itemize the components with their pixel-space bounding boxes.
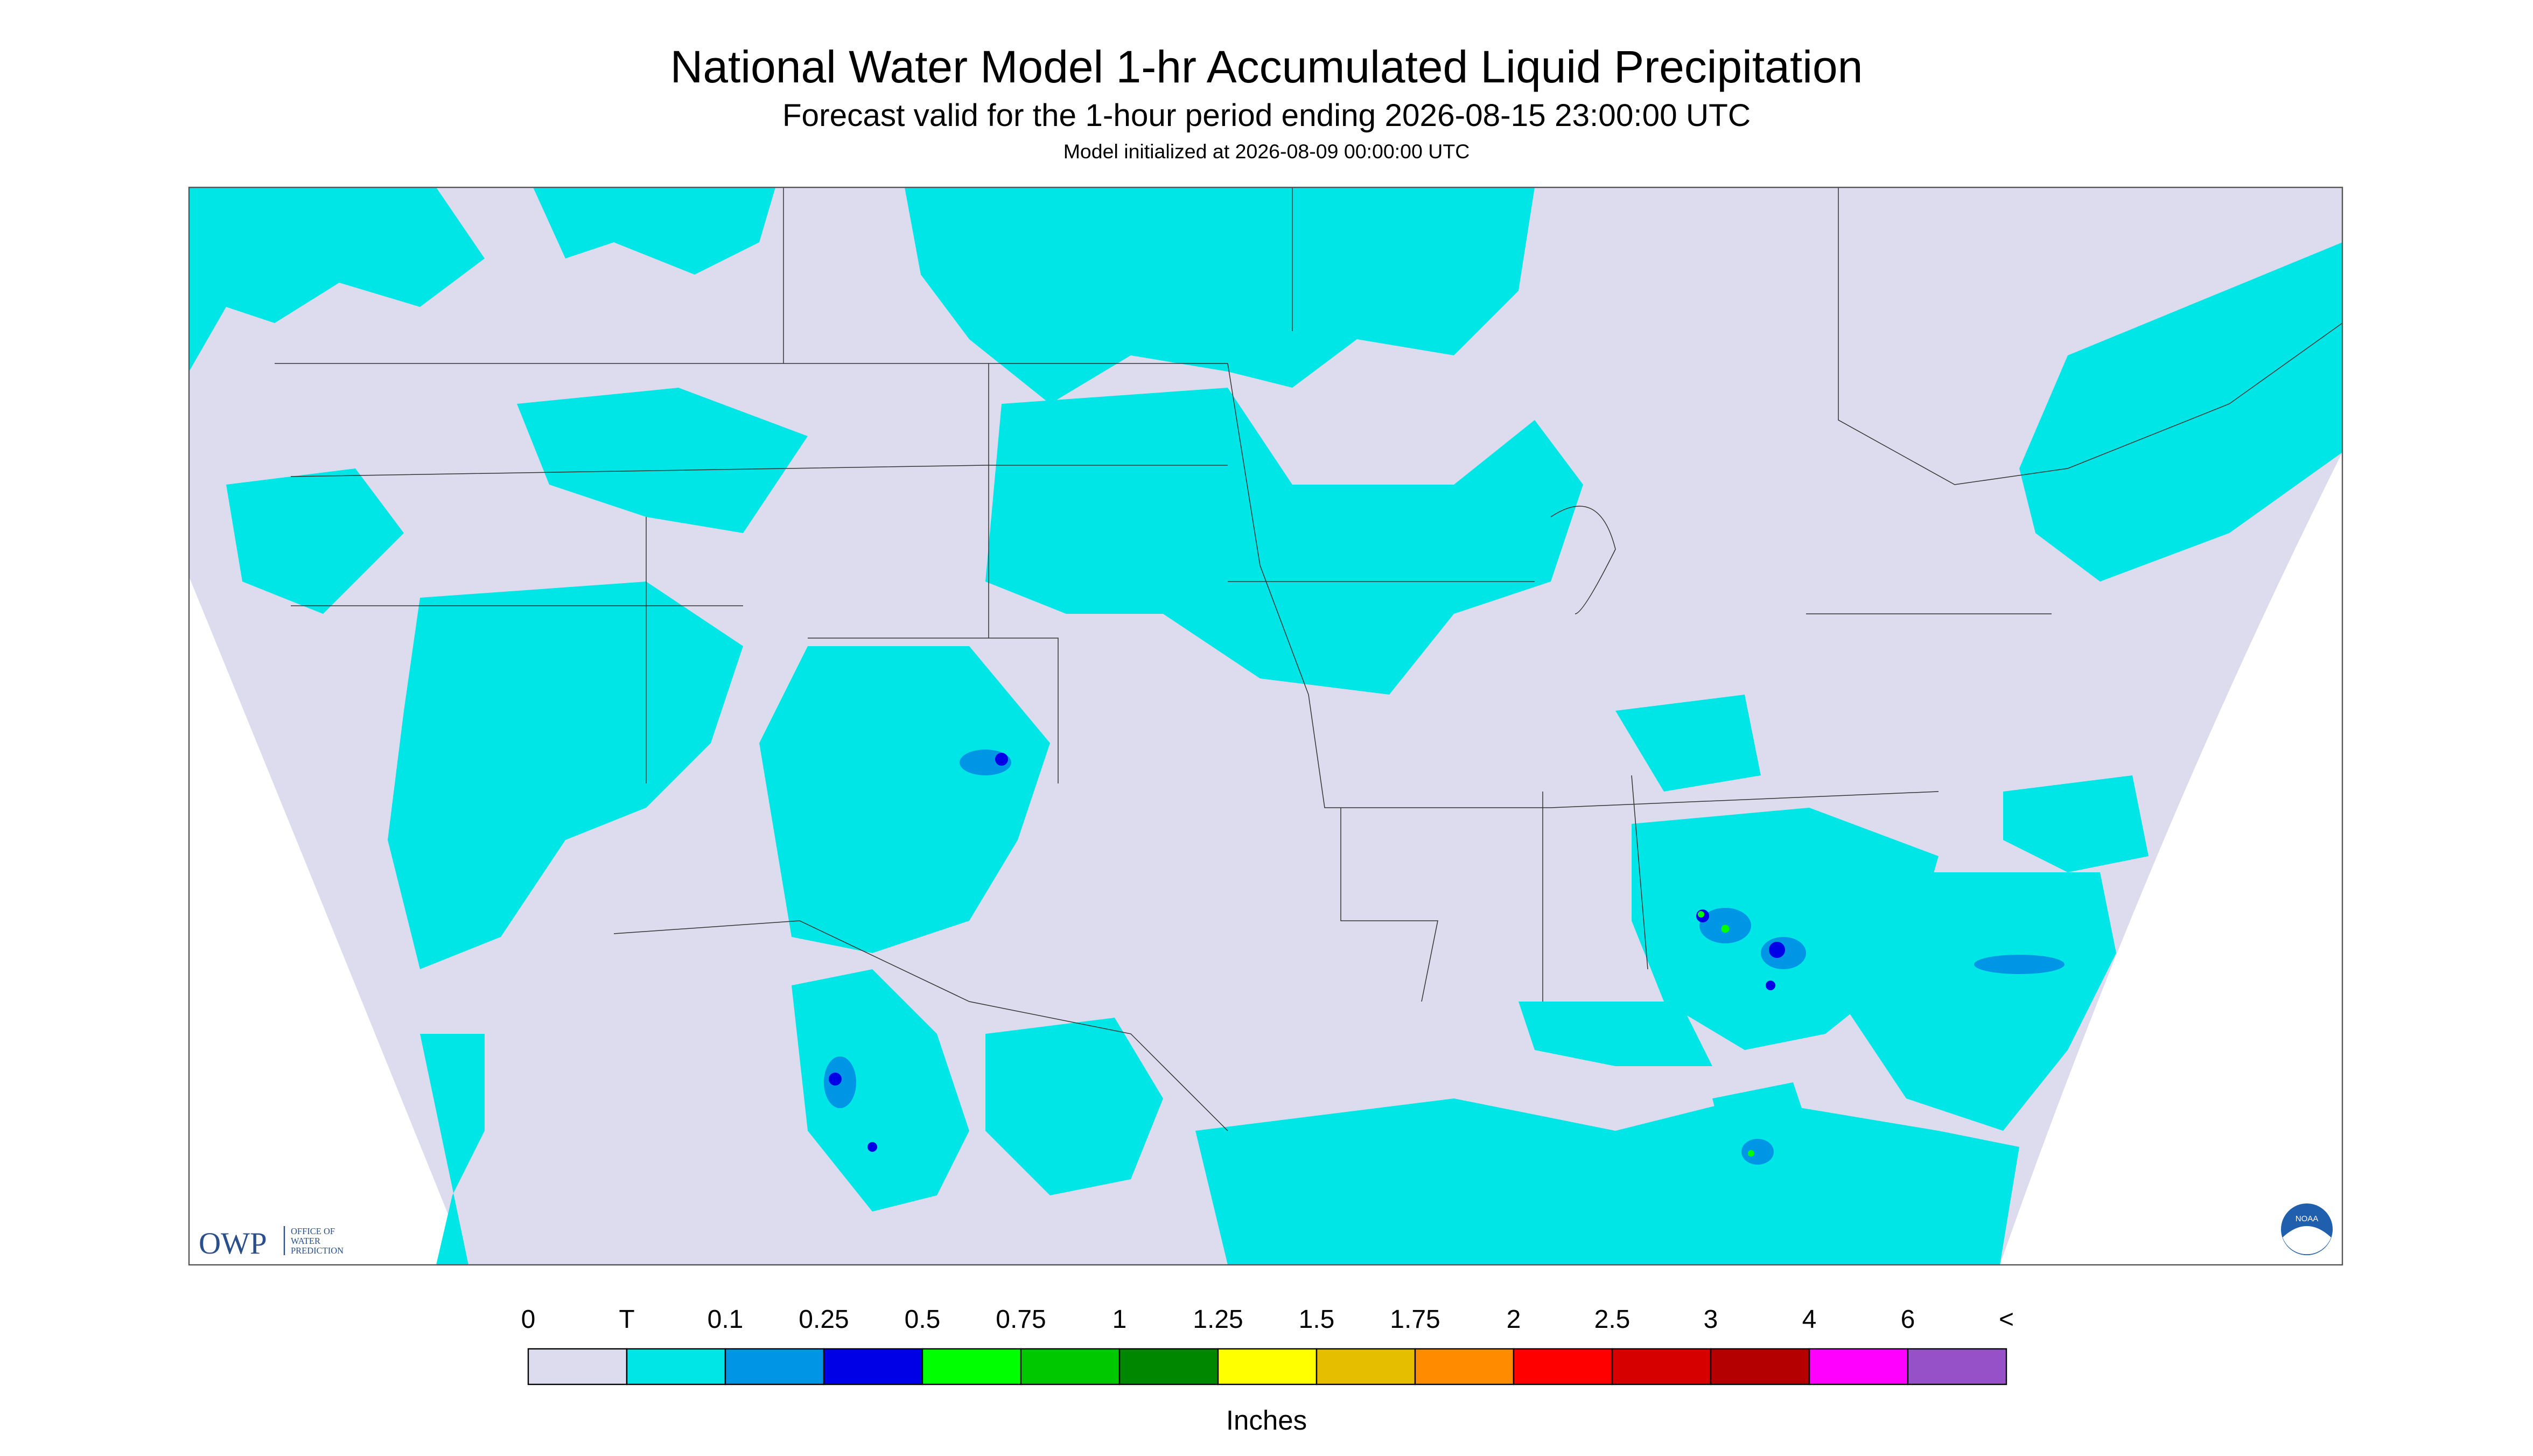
colorbar-label: 1.75 (1390, 1305, 1440, 1334)
colorbar-swatch (724, 1348, 825, 1385)
colorbar-swatch (626, 1348, 726, 1385)
colorbar-label: T (619, 1305, 634, 1334)
colorbar-swatch (1217, 1348, 1318, 1385)
colorbar-swatch (1710, 1348, 1810, 1385)
colorbar-swatch (1907, 1348, 2007, 1385)
colorbar-label: 1 (1112, 1305, 1127, 1334)
colorbar-swatch (1513, 1348, 1613, 1385)
map: OWP OFFICE OF WATER PREDICTION NOAA (188, 186, 2343, 1266)
colorbar-swatch (527, 1348, 628, 1385)
colorbar-swatch (823, 1348, 923, 1385)
colorbar-label: < (1999, 1305, 2014, 1334)
colorbar-swatch (1316, 1348, 1416, 1385)
owp-text: PREDICTION (291, 1245, 344, 1256)
owp-logo: OWP (199, 1227, 267, 1261)
colorbar-label: 0.25 (799, 1305, 849, 1334)
colorbar-label: 0 (521, 1305, 536, 1334)
colorbar-label: 2.5 (1594, 1305, 1631, 1334)
map-frame (188, 186, 2343, 1266)
colorbar: 0 T 0.1 0.25 0.5 0.75 1 1.25 1.5 1.75 2 2.5 3 4 6 < (521, 1305, 2014, 1385)
colorbar-label: 0.75 (996, 1305, 1046, 1334)
init-time: Model initialized at 2026-08-09 00:00:00… (1063, 140, 1470, 163)
colorbar-label: 4 (1802, 1305, 1817, 1334)
title: National Water Model 1-hr Accumulated Li… (670, 41, 1863, 92)
boundaries (275, 187, 2343, 1131)
colorbar-swatch (1020, 1348, 1121, 1385)
colorbar-label: 2 (1507, 1305, 1521, 1334)
colorbar-label: 0.5 (905, 1305, 941, 1334)
colorbar-label: 3 (1704, 1305, 1718, 1334)
subtitle: Forecast valid for the 1-hour period end… (782, 98, 1751, 133)
colorbar-swatch (1414, 1348, 1515, 1385)
colorbar-unit: Inches (1226, 1405, 1307, 1436)
precip-areas (189, 187, 2342, 1265)
colorbar-label: 1.5 (1299, 1305, 1335, 1334)
colorbar-label: 1.25 (1193, 1305, 1243, 1334)
noaa-text: NOAA (2296, 1214, 2319, 1223)
colorbar-label: 0.1 (708, 1305, 744, 1334)
colorbar-label: 6 (1901, 1305, 1915, 1334)
colorbar-swatch (1808, 1348, 1909, 1385)
owp-text: OFFICE OF (291, 1226, 335, 1236)
owp-text: WATER (291, 1236, 320, 1246)
colorbar-swatch (921, 1348, 1022, 1385)
colorbar-swatch (1611, 1348, 1712, 1385)
noaa-logo-wave (2283, 1226, 2331, 1255)
precip-intense (1698, 911, 1754, 1157)
colorbar-swatch (1118, 1348, 1219, 1385)
